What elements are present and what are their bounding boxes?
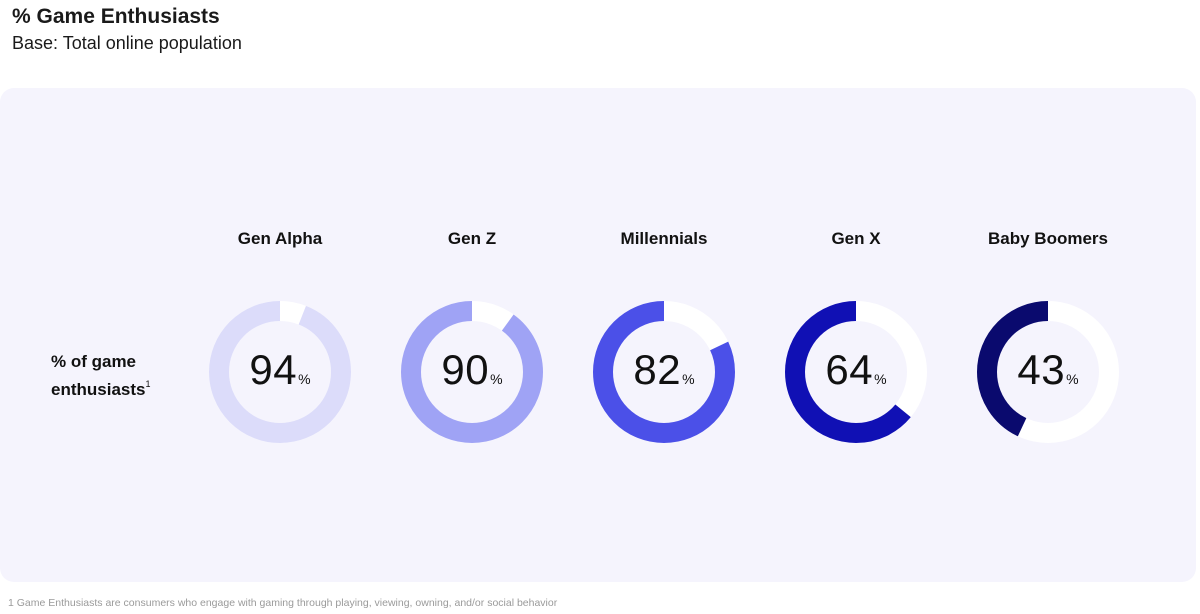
- category-label-gen-alpha: Gen Alpha: [237, 229, 323, 248]
- chart-subtitle: Base: Total online population: [12, 33, 242, 53]
- category-label-gen-x: Gen X: [831, 229, 881, 248]
- footnote: 1 Game Enthusiasts are consumers who eng…: [8, 597, 558, 609]
- donut-gen-alpha: [209, 301, 351, 443]
- donut-gen-z: [401, 301, 543, 443]
- unit-label-millennials: %: [682, 371, 695, 387]
- value-label-gen-x: 64: [825, 346, 874, 393]
- donut-arc-gen-x: [785, 301, 927, 443]
- donut-millennials: [593, 301, 735, 443]
- value-label-gen-z: 90: [441, 346, 490, 393]
- unit-label-baby-boomers: %: [1066, 371, 1079, 387]
- donut-arc-millennials: [593, 301, 735, 443]
- donut-gen-x: [785, 301, 927, 443]
- value-label-gen-alpha: 94: [249, 346, 298, 393]
- donut-arc-gen-z: [401, 301, 543, 443]
- category-label-baby-boomers: Baby Boomers: [988, 229, 1108, 248]
- row-label-line2: enthusiasts: [51, 380, 146, 399]
- donut-value-baby-boomers: 43%: [978, 346, 1118, 394]
- value-label-millennials: 82: [633, 346, 682, 393]
- value-label-baby-boomers: 43: [1017, 346, 1066, 393]
- unit-label-gen-z: %: [490, 371, 503, 387]
- donut-value-gen-z: 90%: [402, 346, 542, 394]
- category-label-gen-z: Gen Z: [447, 229, 497, 248]
- chart-title: % Game Enthusiasts: [12, 5, 220, 28]
- donut-value-gen-x: 64%: [786, 346, 926, 394]
- unit-label-gen-x: %: [874, 371, 887, 387]
- row-label-line1: % of game: [51, 352, 137, 371]
- donut-value-millennials: 82%: [594, 346, 734, 394]
- row-label: % of game enthusiasts1: [51, 351, 151, 401]
- donut-baby-boomers: [977, 301, 1119, 443]
- category-label-millennials: Millennials: [620, 229, 708, 248]
- unit-label-gen-alpha: %: [298, 371, 311, 387]
- donut-arc-gen-alpha: [209, 301, 351, 443]
- footnote-marker: 1: [145, 379, 151, 389]
- donut-value-gen-alpha: 94%: [210, 346, 350, 394]
- donut-arc-baby-boomers: [977, 301, 1119, 443]
